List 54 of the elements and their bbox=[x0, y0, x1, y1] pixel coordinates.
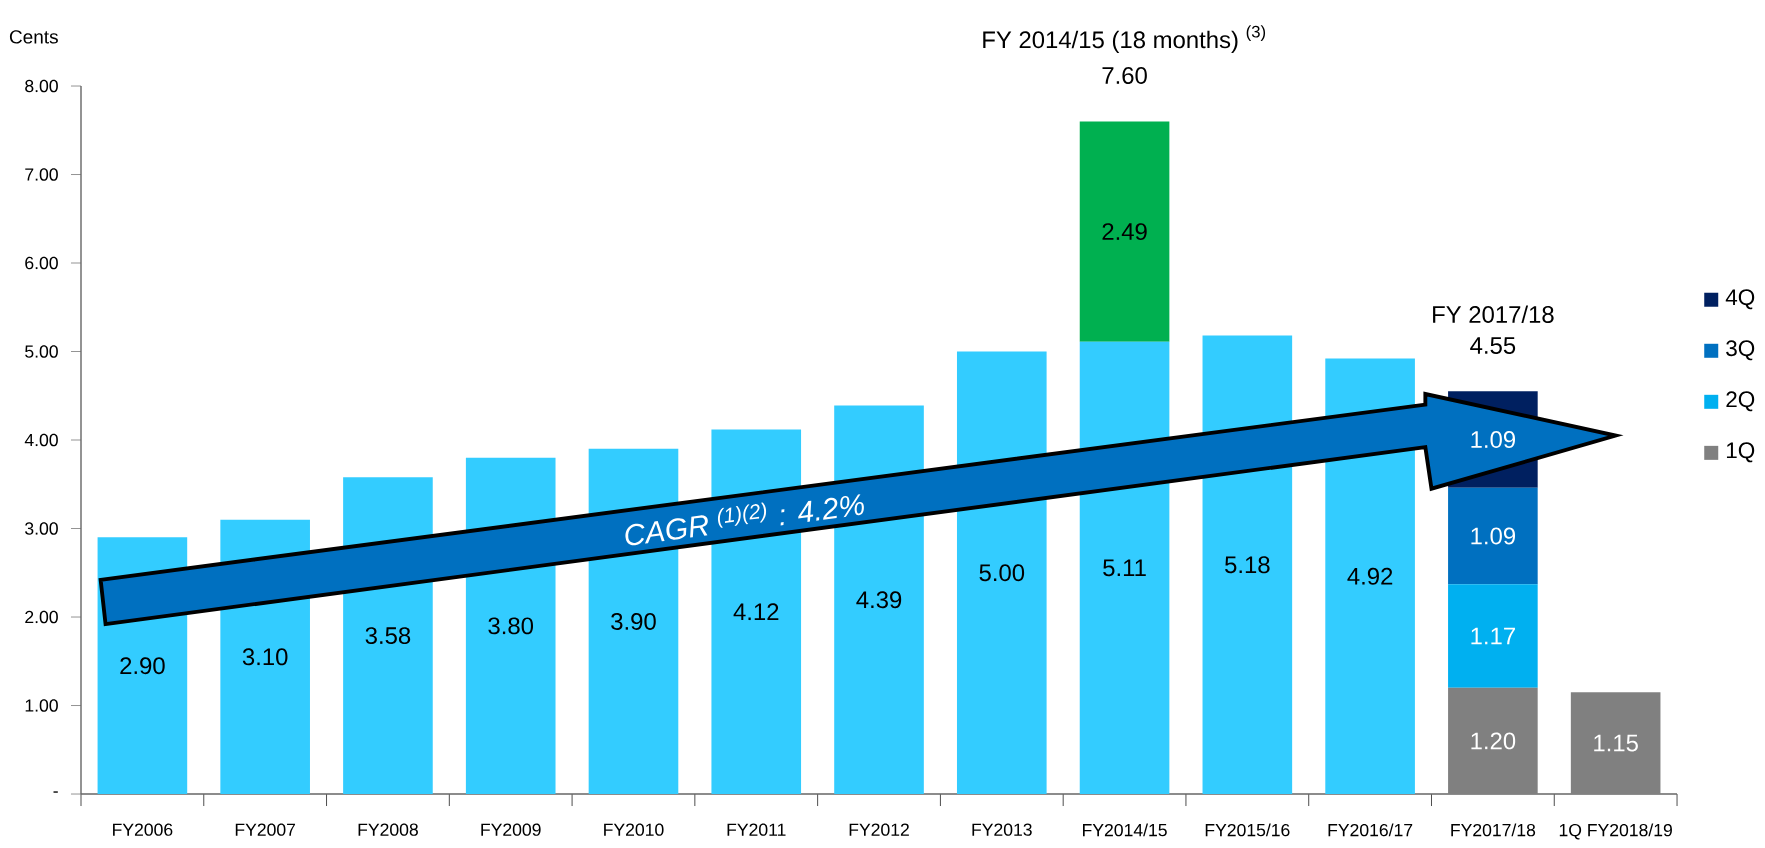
y-tick-label: 7.00 bbox=[25, 168, 58, 181]
bar bbox=[1448, 487, 1538, 585]
data-label: 5.18 bbox=[1225, 556, 1270, 574]
data-label: 4.39 bbox=[856, 591, 902, 609]
x-tick-label: FY2015/16 bbox=[1205, 823, 1290, 837]
data-label: 4.12 bbox=[733, 603, 779, 621]
x-tick-label: FY2014/15 bbox=[1083, 823, 1167, 837]
x-tick-label: FY2017/18 bbox=[1451, 823, 1536, 837]
text: FY 2014/15 (18 months) $^{(3)}$ bbox=[983, 25, 1266, 54]
y-tick-label: 2.00 bbox=[25, 610, 58, 624]
x-tick-label: FY2007 bbox=[235, 823, 296, 836]
data-label: 1.09 bbox=[1471, 431, 1516, 449]
annotation: CAGR $^{(1)(2)}$ : 4.2% bbox=[625, 494, 864, 546]
y-tick-label: 4.00 bbox=[24, 433, 58, 447]
data-label: 5.00 bbox=[979, 564, 1025, 582]
data-label: 4.92 bbox=[1347, 567, 1393, 585]
legend-label: 2Q bbox=[1726, 391, 1755, 412]
data-label: 1.20 bbox=[1471, 732, 1516, 750]
data-label: 3.80 bbox=[488, 617, 534, 635]
data-label: 2.90 bbox=[120, 657, 165, 675]
x-tick-label: FY2011 bbox=[727, 823, 786, 836]
data-label: 2.49 bbox=[1102, 223, 1147, 241]
data-label: 3.90 bbox=[611, 612, 656, 630]
legend-label: 3Q bbox=[1726, 340, 1755, 361]
data-label: 5.11 bbox=[1103, 559, 1146, 577]
y-tick-label: 8.00 bbox=[25, 79, 58, 93]
x-tick-label: FY2008 bbox=[358, 823, 418, 836]
data-label: 1.17 bbox=[1471, 627, 1515, 645]
x-tick-label: FY2010 bbox=[604, 823, 664, 836]
total-label: 4.55 bbox=[1470, 337, 1516, 354]
x-tick-label: FY2016/17 bbox=[1328, 823, 1413, 837]
x-tick-label: FY2012 bbox=[849, 823, 909, 836]
total-label: 7.60 bbox=[1102, 67, 1147, 84]
bar bbox=[1448, 584, 1538, 688]
bar bbox=[1448, 687, 1538, 795]
y-tick-label: 6.00 bbox=[25, 256, 58, 270]
y-tick-label: 1.00 bbox=[25, 699, 58, 712]
y-axis-title: Cents bbox=[9, 30, 58, 44]
legend-label: 1Q bbox=[1726, 442, 1755, 463]
data-label: 1.15 bbox=[1594, 734, 1638, 752]
data-label: 3.10 bbox=[242, 648, 288, 666]
legend-label: 4Q bbox=[1725, 289, 1755, 310]
annotation: FY 2017/18 bbox=[1433, 305, 1554, 323]
y-tick-label: 5.00 bbox=[25, 345, 58, 358]
x-tick-label: FY2006 bbox=[113, 823, 173, 836]
x-tick-label: FY2013 bbox=[972, 823, 1032, 836]
bar bbox=[1570, 692, 1661, 795]
bar bbox=[1079, 121, 1170, 342]
x-tick-label: 1Q FY2018/19 bbox=[1559, 823, 1672, 840]
y-tick-label: 3.00 bbox=[25, 522, 58, 535]
x-tick-label: FY2009 bbox=[481, 823, 541, 836]
data-label: 1.09 bbox=[1471, 527, 1516, 545]
data-label: 3.58 bbox=[365, 627, 411, 645]
y-tick-label: - bbox=[53, 791, 58, 793]
